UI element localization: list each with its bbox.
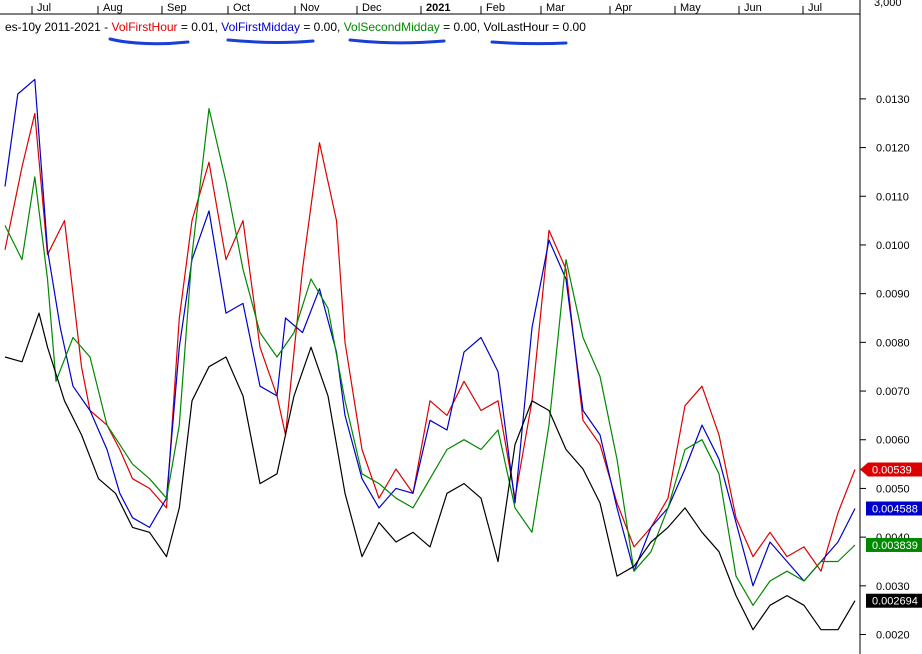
x-tick-label: Dec (362, 2, 382, 14)
badge-shape (866, 537, 922, 552)
series-line-vollasthour[interactable] (4, 312, 856, 631)
last-value-badge-vollasthour: 0.002694 (866, 593, 922, 608)
x-tick-label: Oct (233, 2, 250, 14)
y-tick-label-top: 3,000 (874, 0, 902, 9)
x-tick-label: Apr (615, 2, 632, 14)
series-line-volfirstmidday[interactable] (4, 78, 856, 587)
legend-text: es-10y 2011-2021 - VolFirstHour = 0.01, … (5, 20, 586, 34)
series-layer (4, 78, 856, 631)
badge-shape (866, 593, 922, 608)
badge-shape (866, 501, 922, 516)
x-tick-label: Mar (546, 2, 565, 14)
legend-label-volsecondmidday: VolSecondMidday (344, 20, 440, 34)
chart-legend: es-10y 2011-2021 - VolFirstHour = 0.01, … (5, 20, 586, 34)
last-value-badges: 0.00539 0.004588 0.003839 0.002694 (860, 462, 922, 608)
x-tick-label: Jul (37, 2, 51, 14)
badge-value: 0.00539 (872, 464, 912, 476)
badge-value: 0.004588 (872, 503, 918, 515)
y-tick-label: 0.0080 (876, 337, 910, 349)
legend-prefix: es-10y 2011-2021 - (5, 20, 112, 34)
x-tick-label: Aug (103, 2, 123, 14)
legend-label-vollasthour: VolLastHour (483, 20, 548, 34)
x-tick-label: May (680, 2, 701, 14)
legend-label-volfirsthour: VolFirstHour (112, 20, 178, 34)
x-tick-label: Feb (486, 2, 505, 14)
x-tick-label: Jul (808, 2, 822, 14)
y-tick-label: 0.0070 (876, 386, 910, 398)
x-tick-label: Nov (300, 2, 320, 14)
x-axis-ticks: Jul Aug Sep Oct Nov Dec 2021 Feb Mar Apr May Jun Jul (31, 2, 822, 14)
badge-shape (860, 462, 922, 477)
y-tick-label: 0.0120 (876, 143, 910, 155)
legend-value-volfirstmidday: = 0.00, (303, 20, 343, 34)
underline-volfirstmidday (226, 38, 315, 44)
legend-value-volsecondmidday: = 0.00, (443, 20, 483, 34)
y-tick-label: 0.0020 (876, 630, 910, 642)
x-tick-label: 2021 (426, 2, 450, 14)
last-value-badge-volfirstmidday: 0.004588 (866, 501, 922, 516)
x-tick-label: Jun (744, 2, 762, 14)
hand-drawn-underlines (108, 37, 568, 46)
y-tick-label: 0.0100 (876, 240, 910, 252)
legend-label-volfirstmidday: VolFirstMidday (221, 20, 300, 34)
y-axis-ticks: 0.0130 0.0120 0.0110 0.0100 0.0090 0.0080 0.00… (860, 94, 910, 642)
badge-value: 0.002694 (872, 596, 918, 608)
legend-value-vollasthour: = 0.00 (552, 20, 586, 34)
y-tick-label: 0.0050 (876, 483, 910, 495)
y-tick-label: 0.0060 (876, 435, 910, 447)
underline-volfirsthour (108, 37, 190, 46)
x-tick-label: Sep (167, 2, 187, 14)
last-value-badge-volsecondmidday: 0.003839 (866, 537, 922, 552)
y-tick-label: 0.0090 (876, 289, 910, 301)
last-value-badge-volfirsthour: 0.00539 (860, 462, 922, 477)
y-tick-label: 0.0130 (876, 94, 910, 106)
series-line-volsecondmidday[interactable] (4, 107, 856, 606)
y-tick-label: 0.0110 (876, 191, 909, 203)
y-tick-label: 0.0030 (876, 581, 910, 593)
series-line-volfirsthour[interactable] (4, 112, 856, 572)
underline-volsecondmidday (348, 38, 446, 45)
legend-value-volfirsthour: = 0.01, (181, 20, 221, 34)
badge-value: 0.003839 (872, 540, 918, 552)
underline-vollasthour (490, 40, 568, 46)
